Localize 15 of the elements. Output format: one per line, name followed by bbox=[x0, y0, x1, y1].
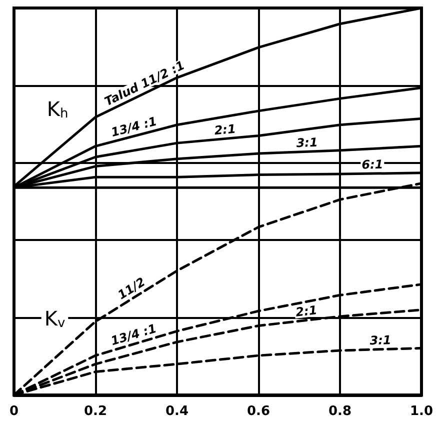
text: 2:1 bbox=[294, 303, 318, 320]
text: 13/4 :1 bbox=[110, 114, 158, 140]
text: 2:1 bbox=[214, 122, 236, 138]
text: 13/4 :1 bbox=[109, 321, 158, 348]
x-tick-label: 0.4 bbox=[165, 404, 189, 419]
x-tick-label: 0 bbox=[9, 404, 19, 419]
x-tick-label: 0.2 bbox=[84, 404, 108, 419]
x-tick-label: 0.6 bbox=[246, 404, 270, 419]
series-label: 3:1 bbox=[370, 333, 392, 348]
series-label: 3:1 bbox=[296, 135, 318, 150]
series-label: 6:1 bbox=[362, 157, 384, 172]
x-tick-label: 0.8 bbox=[328, 404, 352, 419]
annotation: Kh bbox=[46, 97, 68, 122]
x-tick-label: 1.0 bbox=[410, 404, 433, 419]
annotation: Kv bbox=[44, 306, 66, 331]
